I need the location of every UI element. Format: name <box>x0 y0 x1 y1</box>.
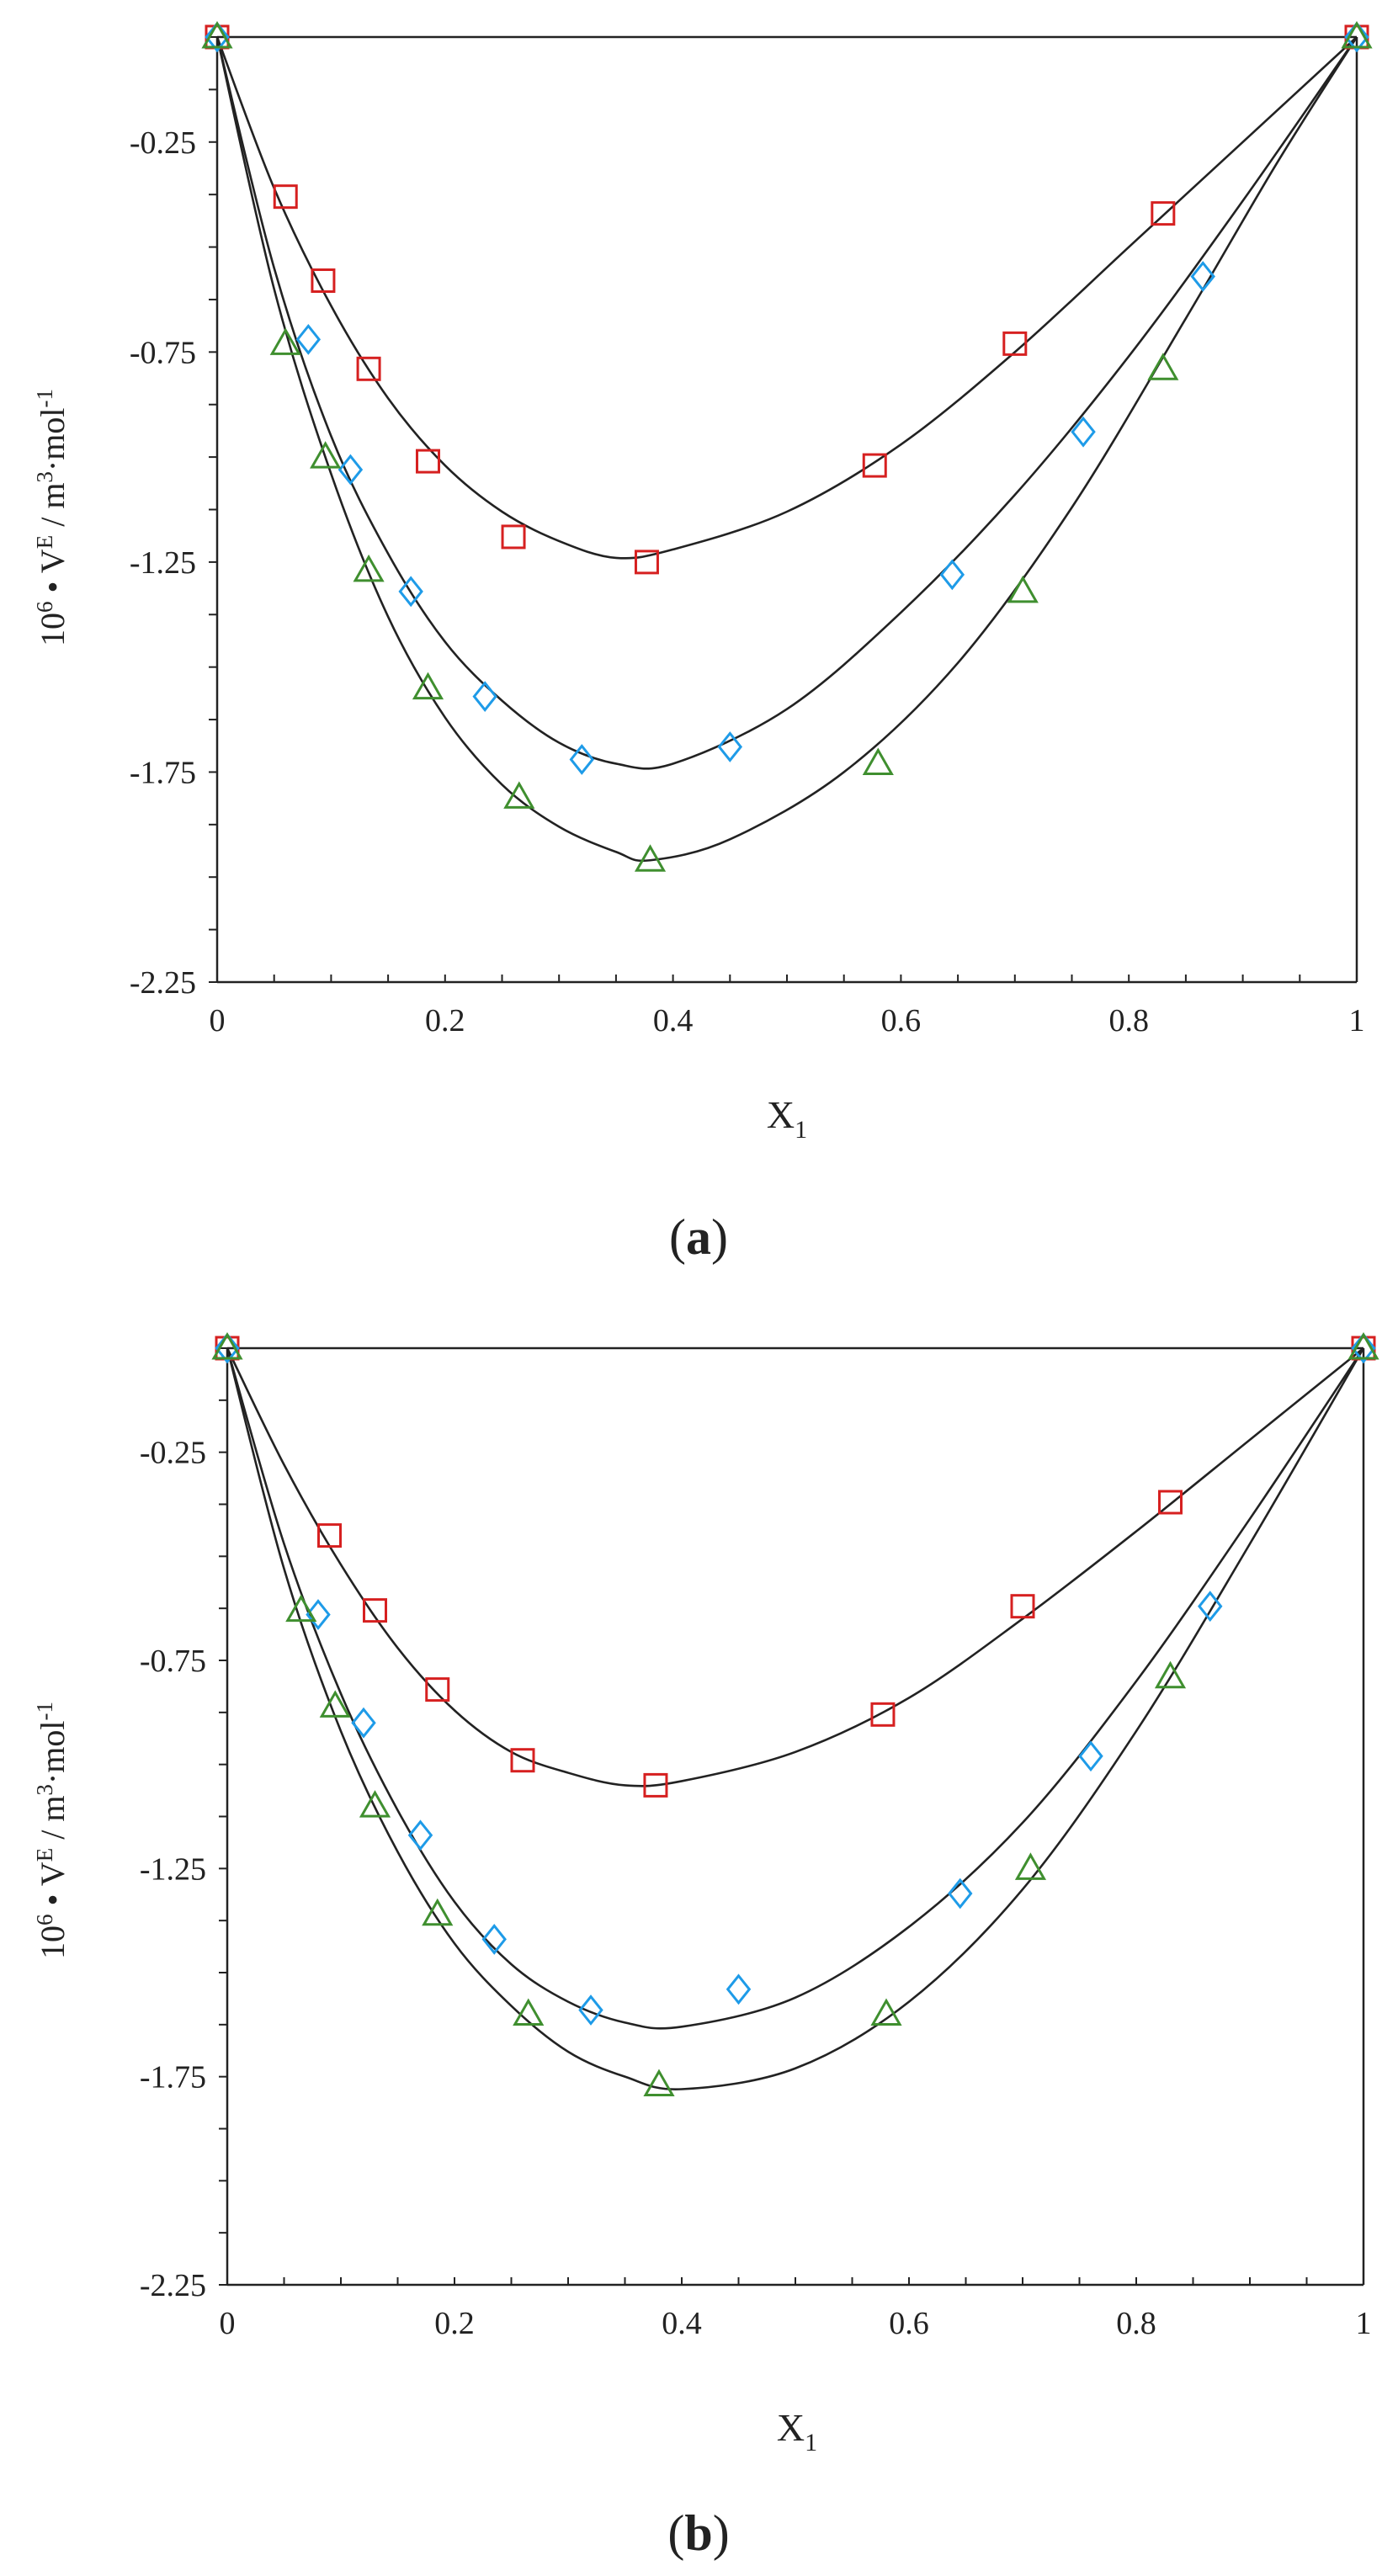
x-tick-label: 1 <box>1356 2306 1372 2341</box>
x-tick-label: 0 <box>210 1003 226 1038</box>
chart-panel-b: -0.25-0.75-1.25-1.75-2.250 0.2 0.4 0.6 0.8 1 … <box>32 1331 1379 2561</box>
diamond-marker-1 <box>295 323 322 355</box>
x-tick-label: 0.4 <box>662 2306 702 2341</box>
square-marker-1 <box>273 184 298 210</box>
diamond-marker-6 <box>717 731 743 762</box>
triangle-marker-7 <box>862 747 894 775</box>
square-marker-4 <box>415 449 440 474</box>
diamond-marker-9 <box>1198 1591 1223 1623</box>
triangle-marker-1 <box>269 327 301 355</box>
x-axis-title-b: X1 <box>777 2406 817 2456</box>
triangle-marker-7 <box>870 1998 902 2026</box>
x-tick-label: 0.6 <box>889 2306 929 2341</box>
diamond-marker-10 <box>1344 21 1369 53</box>
triangle-marker-2 <box>319 1690 351 1718</box>
diamond-marker-4 <box>472 681 497 713</box>
square-marker-6 <box>634 550 659 575</box>
x-axis-title-a: X1 <box>767 1093 807 1144</box>
triangle-marker-10 <box>1341 20 1373 49</box>
triangle-marker-0 <box>211 1331 243 1360</box>
x-tick-label: 0.2 <box>434 2306 475 2341</box>
y-axis-title-a: 106 • VE / m3·mol-1 <box>32 389 72 646</box>
y-tick-label: -0.25 <box>130 125 196 161</box>
diamond-marker-5 <box>569 744 595 775</box>
diamond-marker-8 <box>1071 416 1096 448</box>
triangle-marker-2 <box>310 441 342 469</box>
panel-label-b: (b) <box>667 2505 729 2561</box>
x-tick-label: 0.8 <box>1116 2306 1156 2341</box>
triangle-marker-8 <box>1014 1852 1047 1880</box>
diamond-marker-1 <box>306 1599 331 1630</box>
diamond-marker-2 <box>351 1707 376 1739</box>
y-axis-title-b: 106 • VE / m3·mol-1 <box>32 1702 72 1959</box>
triangle-marker-5 <box>503 781 535 809</box>
square-marker-5 <box>501 524 526 550</box>
square-marker-3 <box>356 356 381 381</box>
diamond-marker-0 <box>205 21 230 53</box>
triangle-marker-4 <box>422 1898 454 1926</box>
square-marker-7 <box>1010 1594 1035 1619</box>
fit-curve-diamond <box>215 36 1358 770</box>
diamond-marker-5 <box>578 1994 603 2026</box>
triangle-marker-4 <box>412 672 444 700</box>
y-tick-label: -1.75 <box>130 755 196 790</box>
plot-content-a: -0.25 -0.75 -1.25 -1.75 -2.25 0 0.2 0.4 0.6 0.8 1 <box>130 20 1373 1038</box>
triangle-marker-8 <box>1007 575 1039 603</box>
chart-panel-a: -0.25-0.75-1.25-1.75-2.250 0.2 0.4 0.6 0.8 1 … <box>32 20 1373 1265</box>
square-marker-9 <box>1151 201 1176 226</box>
square-marker-1 <box>317 1523 342 1548</box>
y-tick-label: -0.75 <box>130 335 196 370</box>
triangle-marker-0 <box>201 20 233 49</box>
y-tick-label: -1.75 <box>140 2060 206 2095</box>
triangle-marker-5 <box>513 1998 545 2026</box>
x-tick-label: 0.6 <box>881 1003 922 1038</box>
diamond-marker-6 <box>726 1973 752 2005</box>
y-tick-label: -2.25 <box>140 2268 206 2303</box>
triangle-marker-3 <box>353 554 385 582</box>
fit-curve-square <box>215 36 1358 560</box>
diamond-marker-3 <box>398 576 423 608</box>
square-marker-6 <box>870 1702 896 1727</box>
triangle-marker-1 <box>285 1594 317 1623</box>
x-tick-label: 0 <box>220 2306 236 2341</box>
triangle-marker-10 <box>1348 1331 1379 1360</box>
triangle-marker-9 <box>1147 353 1179 380</box>
square-marker-4 <box>510 1748 535 1773</box>
diamond-marker-10 <box>1351 1332 1376 1364</box>
diamond-marker-7 <box>948 1878 973 1909</box>
y-tick-label: -2.25 <box>130 965 196 1001</box>
diamond-marker-7 <box>939 559 965 591</box>
square-marker-8 <box>1002 331 1028 356</box>
y-tick-label: -1.25 <box>130 545 196 581</box>
square-marker-2 <box>311 268 336 293</box>
x-tick-label: 0.8 <box>1108 1003 1149 1038</box>
square-marker-2 <box>363 1598 387 1623</box>
square-marker-3 <box>425 1677 450 1702</box>
diamond-marker-2 <box>338 454 364 486</box>
x-tick-label: 0.2 <box>425 1003 465 1038</box>
diamond-marker-8 <box>1078 1740 1103 1772</box>
y-tick-label: -1.25 <box>140 1851 206 1887</box>
diamond-marker-4 <box>481 1924 507 1955</box>
x-tick-label: 1 <box>1349 1003 1365 1038</box>
y-tick-label: -0.75 <box>140 1644 206 1679</box>
panel-label-a: (a) <box>669 1209 728 1265</box>
fit-curve-square <box>226 1346 1364 1787</box>
diamond-marker-3 <box>407 1819 433 1851</box>
triangle-marker-3 <box>359 1790 391 1818</box>
triangle-marker-6 <box>643 2069 675 2097</box>
square-marker-5 <box>643 1772 668 1798</box>
x-tick-label: 0.4 <box>653 1003 694 1038</box>
fit-curve-diamond <box>226 1347 1365 2030</box>
triangle-marker-6 <box>634 844 667 872</box>
triangle-marker-9 <box>1154 1660 1187 1689</box>
plot-content-b: -0.25 -0.75 -1.25 -1.75 -2.25 0 0.2 0.4 0.6 0.8 1 <box>140 1331 1379 2341</box>
square-marker-7 <box>862 453 887 478</box>
square-marker-8 <box>1158 1490 1183 1515</box>
y-tick-label: -0.25 <box>140 1436 206 1471</box>
diamond-marker-0 <box>215 1332 240 1364</box>
diamond-marker-9 <box>1190 261 1215 292</box>
